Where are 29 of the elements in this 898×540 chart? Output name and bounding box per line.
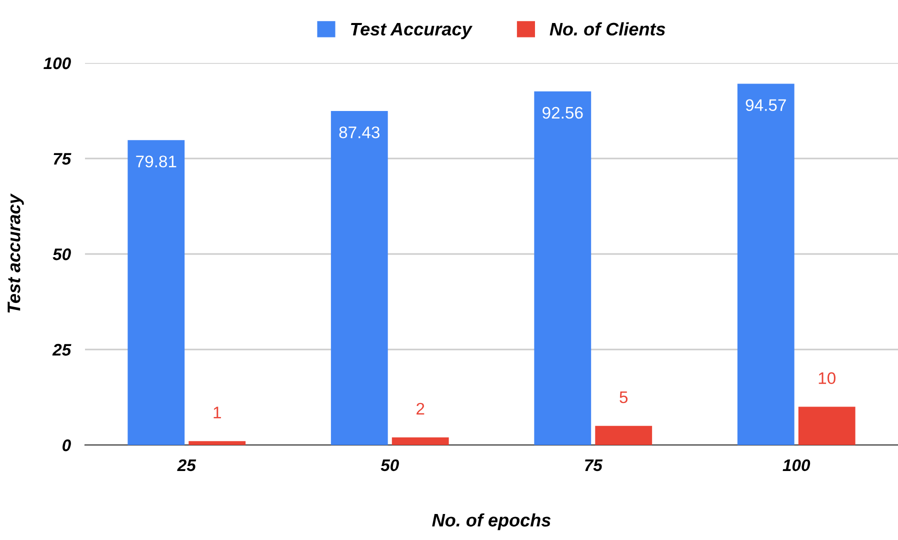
bar (392, 437, 449, 445)
bar (330, 111, 388, 445)
data-label: 92.56 (542, 106, 583, 119)
y-tick-label: 100 (44, 57, 71, 70)
data-label: 10 (818, 372, 836, 384)
y-tick-label: 50 (52, 248, 71, 260)
bar (737, 84, 794, 445)
x-axis-title: No. of epochs (432, 513, 551, 530)
y-axis-title: Test accuracy (8, 193, 24, 313)
x-tick-label: 50 (380, 459, 399, 472)
legend-label: Test Accuracy (350, 22, 473, 40)
data-label: 87.43 (339, 126, 380, 138)
legend-label: No. of Clients (550, 22, 666, 36)
x-tick-label: 25 (177, 459, 196, 472)
y-tick-label: 0 (62, 439, 71, 452)
bar (595, 426, 652, 445)
data-label: 1 (214, 406, 221, 418)
x-tick-label: 75 (585, 460, 603, 472)
y-tick-label: 25 (52, 344, 72, 356)
bar (128, 140, 185, 445)
data-label: 94.57 (746, 99, 786, 112)
y-tick-label: 75 (54, 153, 72, 165)
bar (534, 91, 592, 445)
bar (188, 441, 246, 445)
bar (798, 406, 856, 445)
data-label: 79.81 (136, 156, 176, 168)
data-label: 2 (416, 402, 424, 414)
x-tick-label: 100 (782, 459, 810, 472)
data-label: 5 (620, 392, 628, 404)
